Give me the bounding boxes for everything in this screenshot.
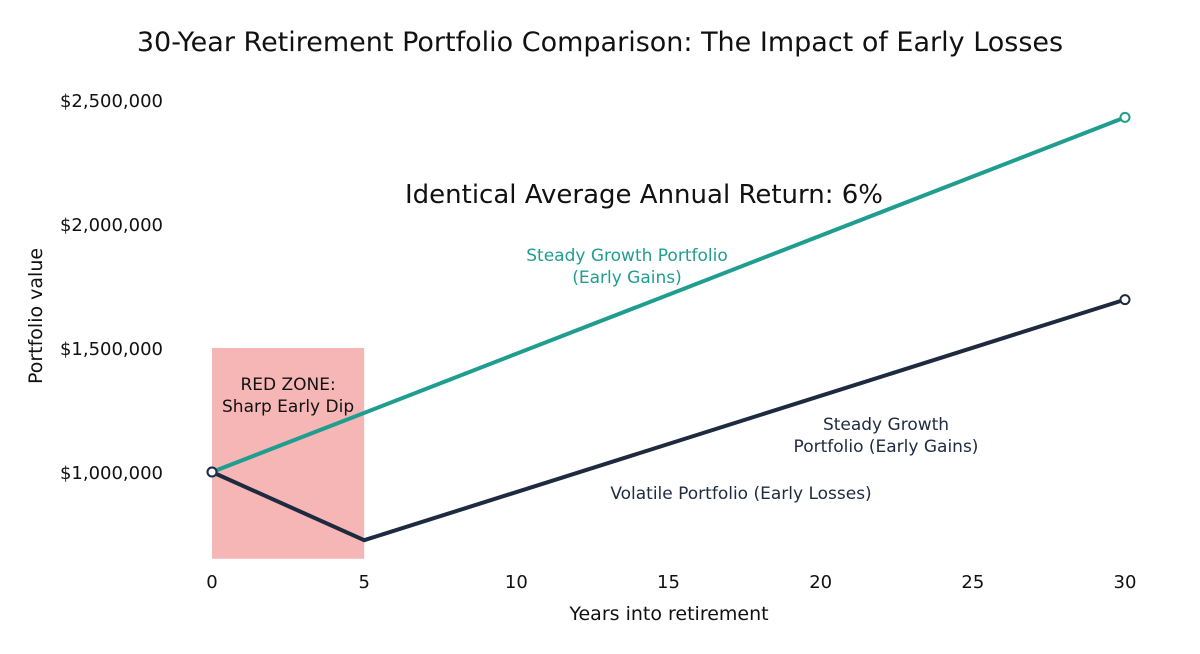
series-0-label-line-0: Steady Growth Portfolio — [526, 246, 727, 266]
x-tick-label: 5 — [358, 572, 369, 593]
red-zone-label-line-1: Sharp Early Dip — [222, 397, 354, 417]
x-axis-label: Years into retirement — [568, 603, 768, 625]
x-tick-label: 15 — [657, 572, 680, 593]
red-zone-rect — [212, 348, 365, 559]
y-tick-label: $2,000,000 — [60, 215, 163, 236]
series-0-point-end — [1119, 111, 1131, 123]
series-1-label-line-0: Volatile Portfolio (Early Losses) — [610, 484, 871, 504]
series-1-point-start — [206, 466, 218, 478]
tick-layer: 0 5 10 15 20 25 30 $1,000,000 $1,500,000 $2,000,0… — [60, 91, 1137, 593]
y-tick-label: $2,500,000 — [60, 91, 163, 112]
x-tick-label: 10 — [505, 572, 528, 593]
red-zone-label-line-0: RED ZONE: — [240, 375, 335, 395]
chart-title: 30-Year Retirement Portfolio Comparison:… — [137, 27, 1063, 58]
x-tick-label: 30 — [1114, 572, 1137, 593]
label-layer: RED ZONE: Sharp Early Dip Steady Growth Po… — [222, 180, 978, 504]
x-tick-label: 0 — [206, 572, 217, 593]
series-1-point-end — [1119, 294, 1131, 306]
series-0-line — [210, 115, 1127, 474]
y-tick-label: $1,500,000 — [60, 339, 163, 360]
x-tick-label: 25 — [961, 572, 984, 593]
secondary-series-annotation-line-0: Steady Growth — [823, 415, 949, 435]
shaded-region-layer — [212, 348, 365, 559]
secondary-series-annotation-line-1: Portfolio (Early Gains) — [794, 437, 979, 457]
series-1-label: Volatile Portfolio (Early Losses) — [610, 484, 871, 504]
y-axis-label: Portfolio value — [25, 248, 47, 384]
secondary-series-annotation: Steady Growth Portfolio (Early Gains) — [794, 415, 979, 457]
series-marker-layer — [206, 111, 1131, 478]
series-1-line — [210, 297, 1127, 543]
return-annotation: Identical Average Annual Return: 6% — [405, 180, 883, 210]
x-tick-label: 20 — [809, 572, 832, 593]
series-0-label-line-1: (Early Gains) — [572, 268, 682, 288]
series-0-label: Steady Growth Portfolio (Early Gains) — [526, 246, 727, 288]
y-tick-label: $1,000,000 — [60, 463, 163, 484]
series-line-layer — [210, 115, 1127, 543]
red-zone-label: RED ZONE: Sharp Early Dip — [222, 375, 354, 417]
